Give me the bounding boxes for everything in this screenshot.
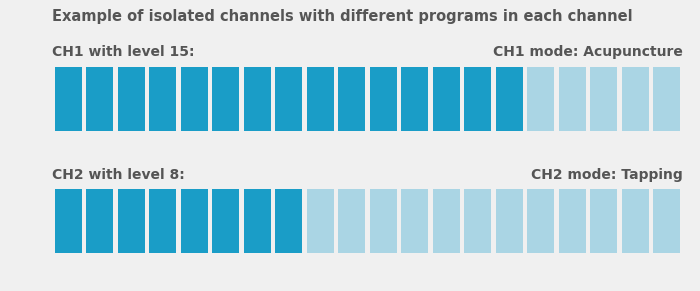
Bar bbox=[527, 67, 554, 131]
Bar bbox=[496, 67, 523, 131]
Text: Example of isolated channels with different programs in each channel: Example of isolated channels with differ… bbox=[52, 9, 633, 24]
Bar bbox=[370, 189, 397, 253]
Text: CH1 mode: Acupuncture: CH1 mode: Acupuncture bbox=[493, 45, 682, 59]
Bar bbox=[244, 189, 271, 253]
Bar bbox=[559, 67, 586, 131]
Bar bbox=[433, 189, 460, 253]
Bar bbox=[86, 189, 113, 253]
Bar bbox=[307, 67, 334, 131]
Bar bbox=[275, 189, 302, 253]
Bar bbox=[307, 189, 334, 253]
Bar bbox=[370, 67, 397, 131]
Bar bbox=[338, 189, 365, 253]
Bar bbox=[433, 67, 460, 131]
Bar bbox=[118, 189, 145, 253]
Bar bbox=[275, 67, 302, 131]
Bar bbox=[464, 67, 491, 131]
Bar bbox=[181, 189, 208, 253]
Text: CH2 with level 8:: CH2 with level 8: bbox=[52, 168, 186, 182]
Bar bbox=[338, 67, 365, 131]
Bar bbox=[622, 67, 649, 131]
Bar bbox=[590, 67, 617, 131]
Bar bbox=[149, 189, 176, 253]
Bar bbox=[55, 189, 82, 253]
Bar bbox=[181, 67, 208, 131]
Bar bbox=[559, 189, 586, 253]
Bar bbox=[653, 67, 680, 131]
Bar bbox=[149, 67, 176, 131]
Bar bbox=[401, 67, 428, 131]
Bar bbox=[244, 67, 271, 131]
Bar bbox=[527, 189, 554, 253]
Bar bbox=[212, 189, 239, 253]
Bar bbox=[496, 189, 523, 253]
Bar bbox=[118, 67, 145, 131]
Bar bbox=[622, 189, 649, 253]
Bar bbox=[590, 189, 617, 253]
Bar bbox=[212, 67, 239, 131]
Bar bbox=[86, 67, 113, 131]
Bar bbox=[401, 189, 428, 253]
Text: CH2 mode: Tapping: CH2 mode: Tapping bbox=[531, 168, 682, 182]
Bar bbox=[55, 67, 82, 131]
Text: CH1 with level 15:: CH1 with level 15: bbox=[52, 45, 195, 59]
Bar bbox=[464, 189, 491, 253]
Bar bbox=[653, 189, 680, 253]
